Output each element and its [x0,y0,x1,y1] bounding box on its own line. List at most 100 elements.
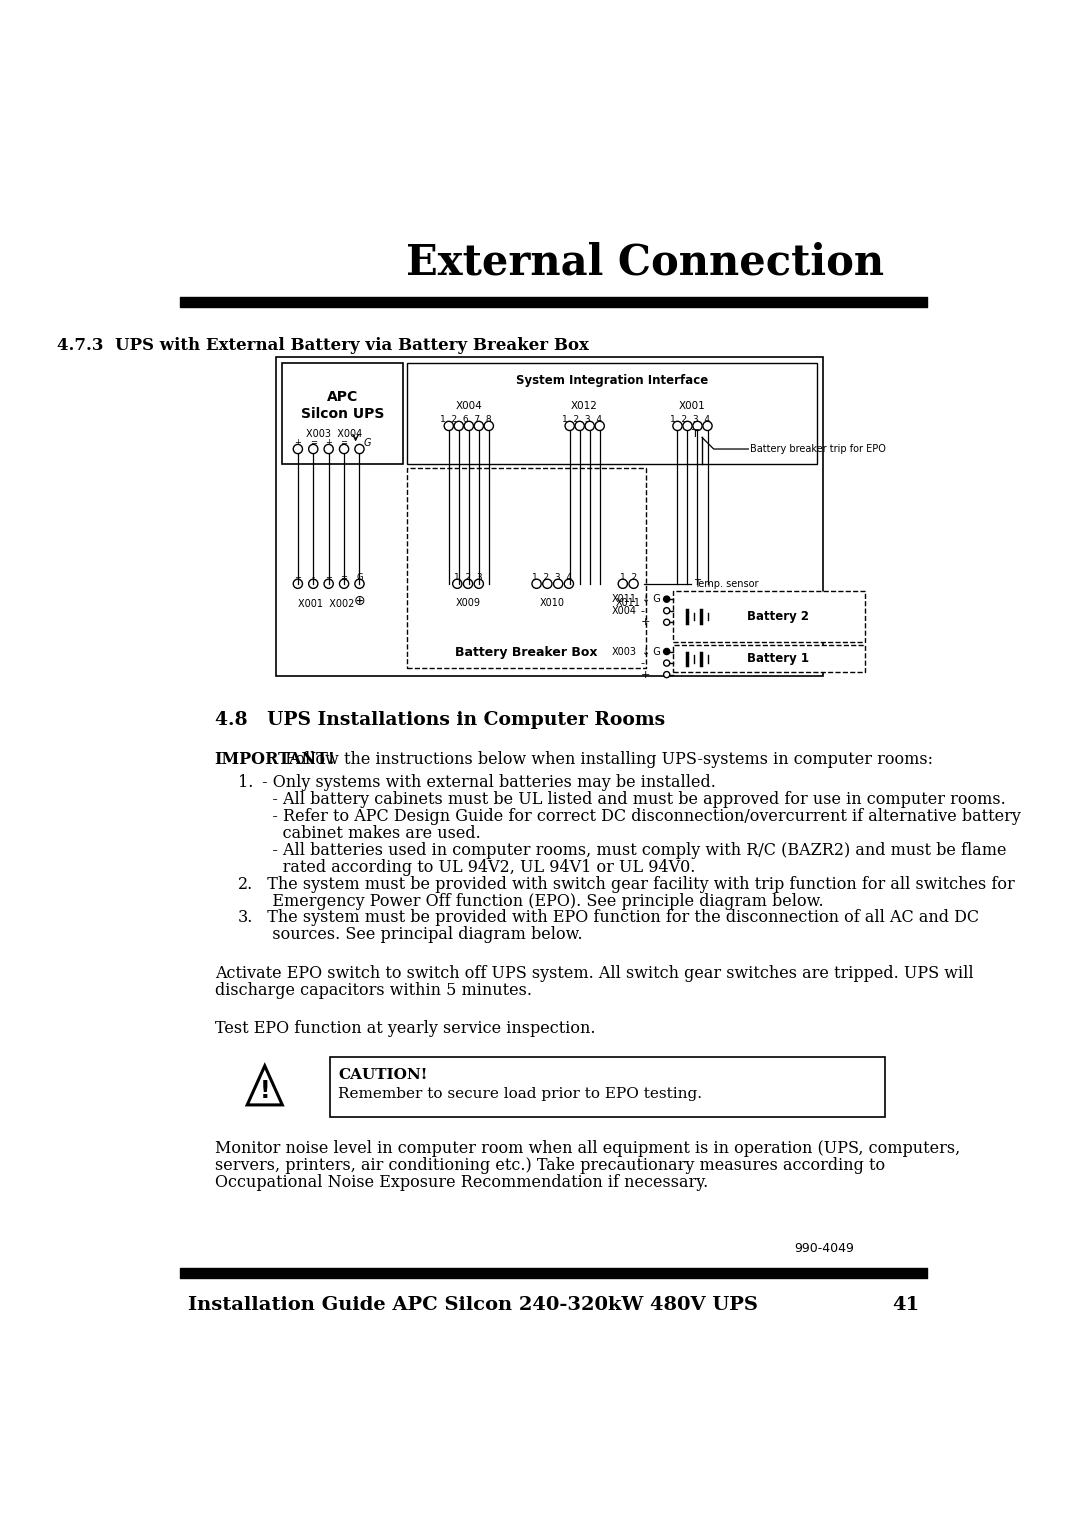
Circle shape [309,579,318,588]
Circle shape [663,648,670,654]
Text: X010: X010 [539,597,565,608]
Text: 3.: 3. [238,909,253,926]
Text: Remember to secure load prior to EPO testing.: Remember to secure load prior to EPO tes… [338,1086,702,1100]
Text: - All battery cabinets must be UL listed and must be approved for use in compute: - All battery cabinets must be UL listed… [257,792,1005,808]
Text: 1  2  6  7  8: 1 2 6 7 8 [440,416,491,425]
Text: 1  2  3  4: 1 2 3 4 [562,416,602,425]
Text: =: = [340,439,348,448]
Circle shape [673,422,683,431]
Text: Temp. sensor: Temp. sensor [694,579,759,588]
Circle shape [564,579,573,588]
Circle shape [663,619,670,625]
Text: - Refer to APC Design Guide for correct DC disconnection/overcurrent if alternat: - Refer to APC Design Guide for correct … [257,808,1021,825]
Circle shape [565,422,575,431]
Text: 2.: 2. [238,876,253,892]
Circle shape [463,579,473,588]
Bar [673,645,865,672]
Text: =: = [310,439,316,448]
Circle shape [595,422,605,431]
Circle shape [339,579,349,588]
Text: -: - [640,659,645,668]
Bar [673,591,865,642]
Circle shape [339,445,349,454]
Text: ↓ G: ↓ G [642,594,661,604]
Circle shape [474,422,484,431]
Text: +: + [640,669,650,680]
Text: The system must be provided with switch gear facility with trip function for all: The system must be provided with switch … [257,876,1015,892]
Text: 1  2  3: 1 2 3 [454,573,483,582]
Text: 990-4049: 990-4049 [794,1242,854,1254]
Text: - All batteries used in computer rooms, must comply with R/C (BAZR2) and must be: - All batteries used in computer rooms, … [257,842,1007,859]
Circle shape [585,422,594,431]
Text: Occupational Noise Exposure Recommendation if necessary.: Occupational Noise Exposure Recommendati… [215,1175,708,1192]
Text: !: ! [259,1079,270,1103]
Text: -: - [312,573,314,582]
Text: X004: X004 [456,402,482,411]
Circle shape [294,579,302,588]
Text: System Integration Interface: System Integration Interface [516,373,708,387]
Text: X011: X011 [611,594,636,604]
Circle shape [553,579,563,588]
Circle shape [663,660,670,666]
Text: X001  X002: X001 X002 [298,599,354,610]
Text: =: = [340,573,348,582]
Circle shape [444,422,454,431]
Circle shape [474,579,484,588]
Polygon shape [247,1067,282,1105]
Circle shape [693,422,702,431]
Text: Battery 1: Battery 1 [747,652,809,665]
Bar [330,1057,885,1117]
Circle shape [663,671,670,678]
Text: +: + [295,439,301,448]
Text: -: - [640,605,645,616]
Circle shape [575,422,584,431]
Circle shape [703,422,712,431]
Text: +: + [325,439,332,448]
Circle shape [683,422,692,431]
Text: Follow the instructions below when installing UPS-systems in computer rooms:: Follow the instructions below when insta… [280,750,933,769]
Text: - Only systems with external batteries may be installed.: - Only systems with external batteries m… [257,775,716,792]
Text: 1  2: 1 2 [620,573,637,582]
Circle shape [455,422,463,431]
Text: T: T [692,429,699,439]
Text: Battery breaker trip for EPO: Battery breaker trip for EPO [750,445,886,454]
Text: 1  2  3  4: 1 2 3 4 [670,416,710,425]
Text: Monitor noise level in computer room when all equipment is in operation (UPS, co: Monitor noise level in computer room whe… [215,1140,960,1158]
Circle shape [532,579,541,588]
Text: sources. See principal diagram below.: sources. See principal diagram below. [257,926,583,943]
Text: X004: X004 [611,605,636,616]
Circle shape [324,579,334,588]
Circle shape [543,579,552,588]
Text: 4.7.3  UPS with External Battery via Battery Breaker Box: 4.7.3 UPS with External Battery via Batt… [56,338,589,354]
Circle shape [355,579,364,588]
Circle shape [294,445,302,454]
Text: +: + [295,573,301,582]
Text: Emergency Power Off function (EPO). See principle diagram below.: Emergency Power Off function (EPO). See … [257,892,824,909]
Circle shape [618,579,627,588]
Text: 1.: 1. [238,775,253,792]
Text: ↓ G: ↓ G [642,646,661,657]
Text: discharge capacitors within 5 minutes.: discharge capacitors within 5 minutes. [215,983,531,999]
Text: Test EPO function at yearly service inspection.: Test EPO function at yearly service insp… [215,1021,595,1038]
Text: Battery 2: Battery 2 [747,610,809,623]
Circle shape [355,445,364,454]
Text: X001: X001 [678,402,705,411]
Bar [276,356,823,677]
Text: G: G [356,573,363,582]
Text: X003: X003 [611,646,636,657]
Text: rated according to UL 94V2, UL 94V1 or UL 94V0.: rated according to UL 94V2, UL 94V1 or U… [257,859,696,876]
Text: Battery Breaker Box: Battery Breaker Box [456,646,598,659]
Text: X003  X004: X003 X004 [306,429,362,439]
Circle shape [663,608,670,614]
Text: 4.8   UPS Installations in Computer Rooms: 4.8 UPS Installations in Computer Rooms [215,711,665,729]
Text: cabinet makes are used.: cabinet makes are used. [257,825,481,842]
Circle shape [309,445,318,454]
Text: The system must be provided with EPO function for the disconnection of all AC an: The system must be provided with EPO fun… [257,909,980,926]
Text: External Connection: External Connection [406,241,885,284]
Circle shape [484,422,494,431]
Bar [283,362,403,465]
Text: Installation Guide APC Silcon 240-320kW 480V UPS: Installation Guide APC Silcon 240-320kW … [188,1296,758,1314]
Circle shape [324,445,334,454]
Text: CAUTION!: CAUTION! [338,1068,428,1082]
Text: APC
Silcon UPS: APC Silcon UPS [301,390,384,422]
